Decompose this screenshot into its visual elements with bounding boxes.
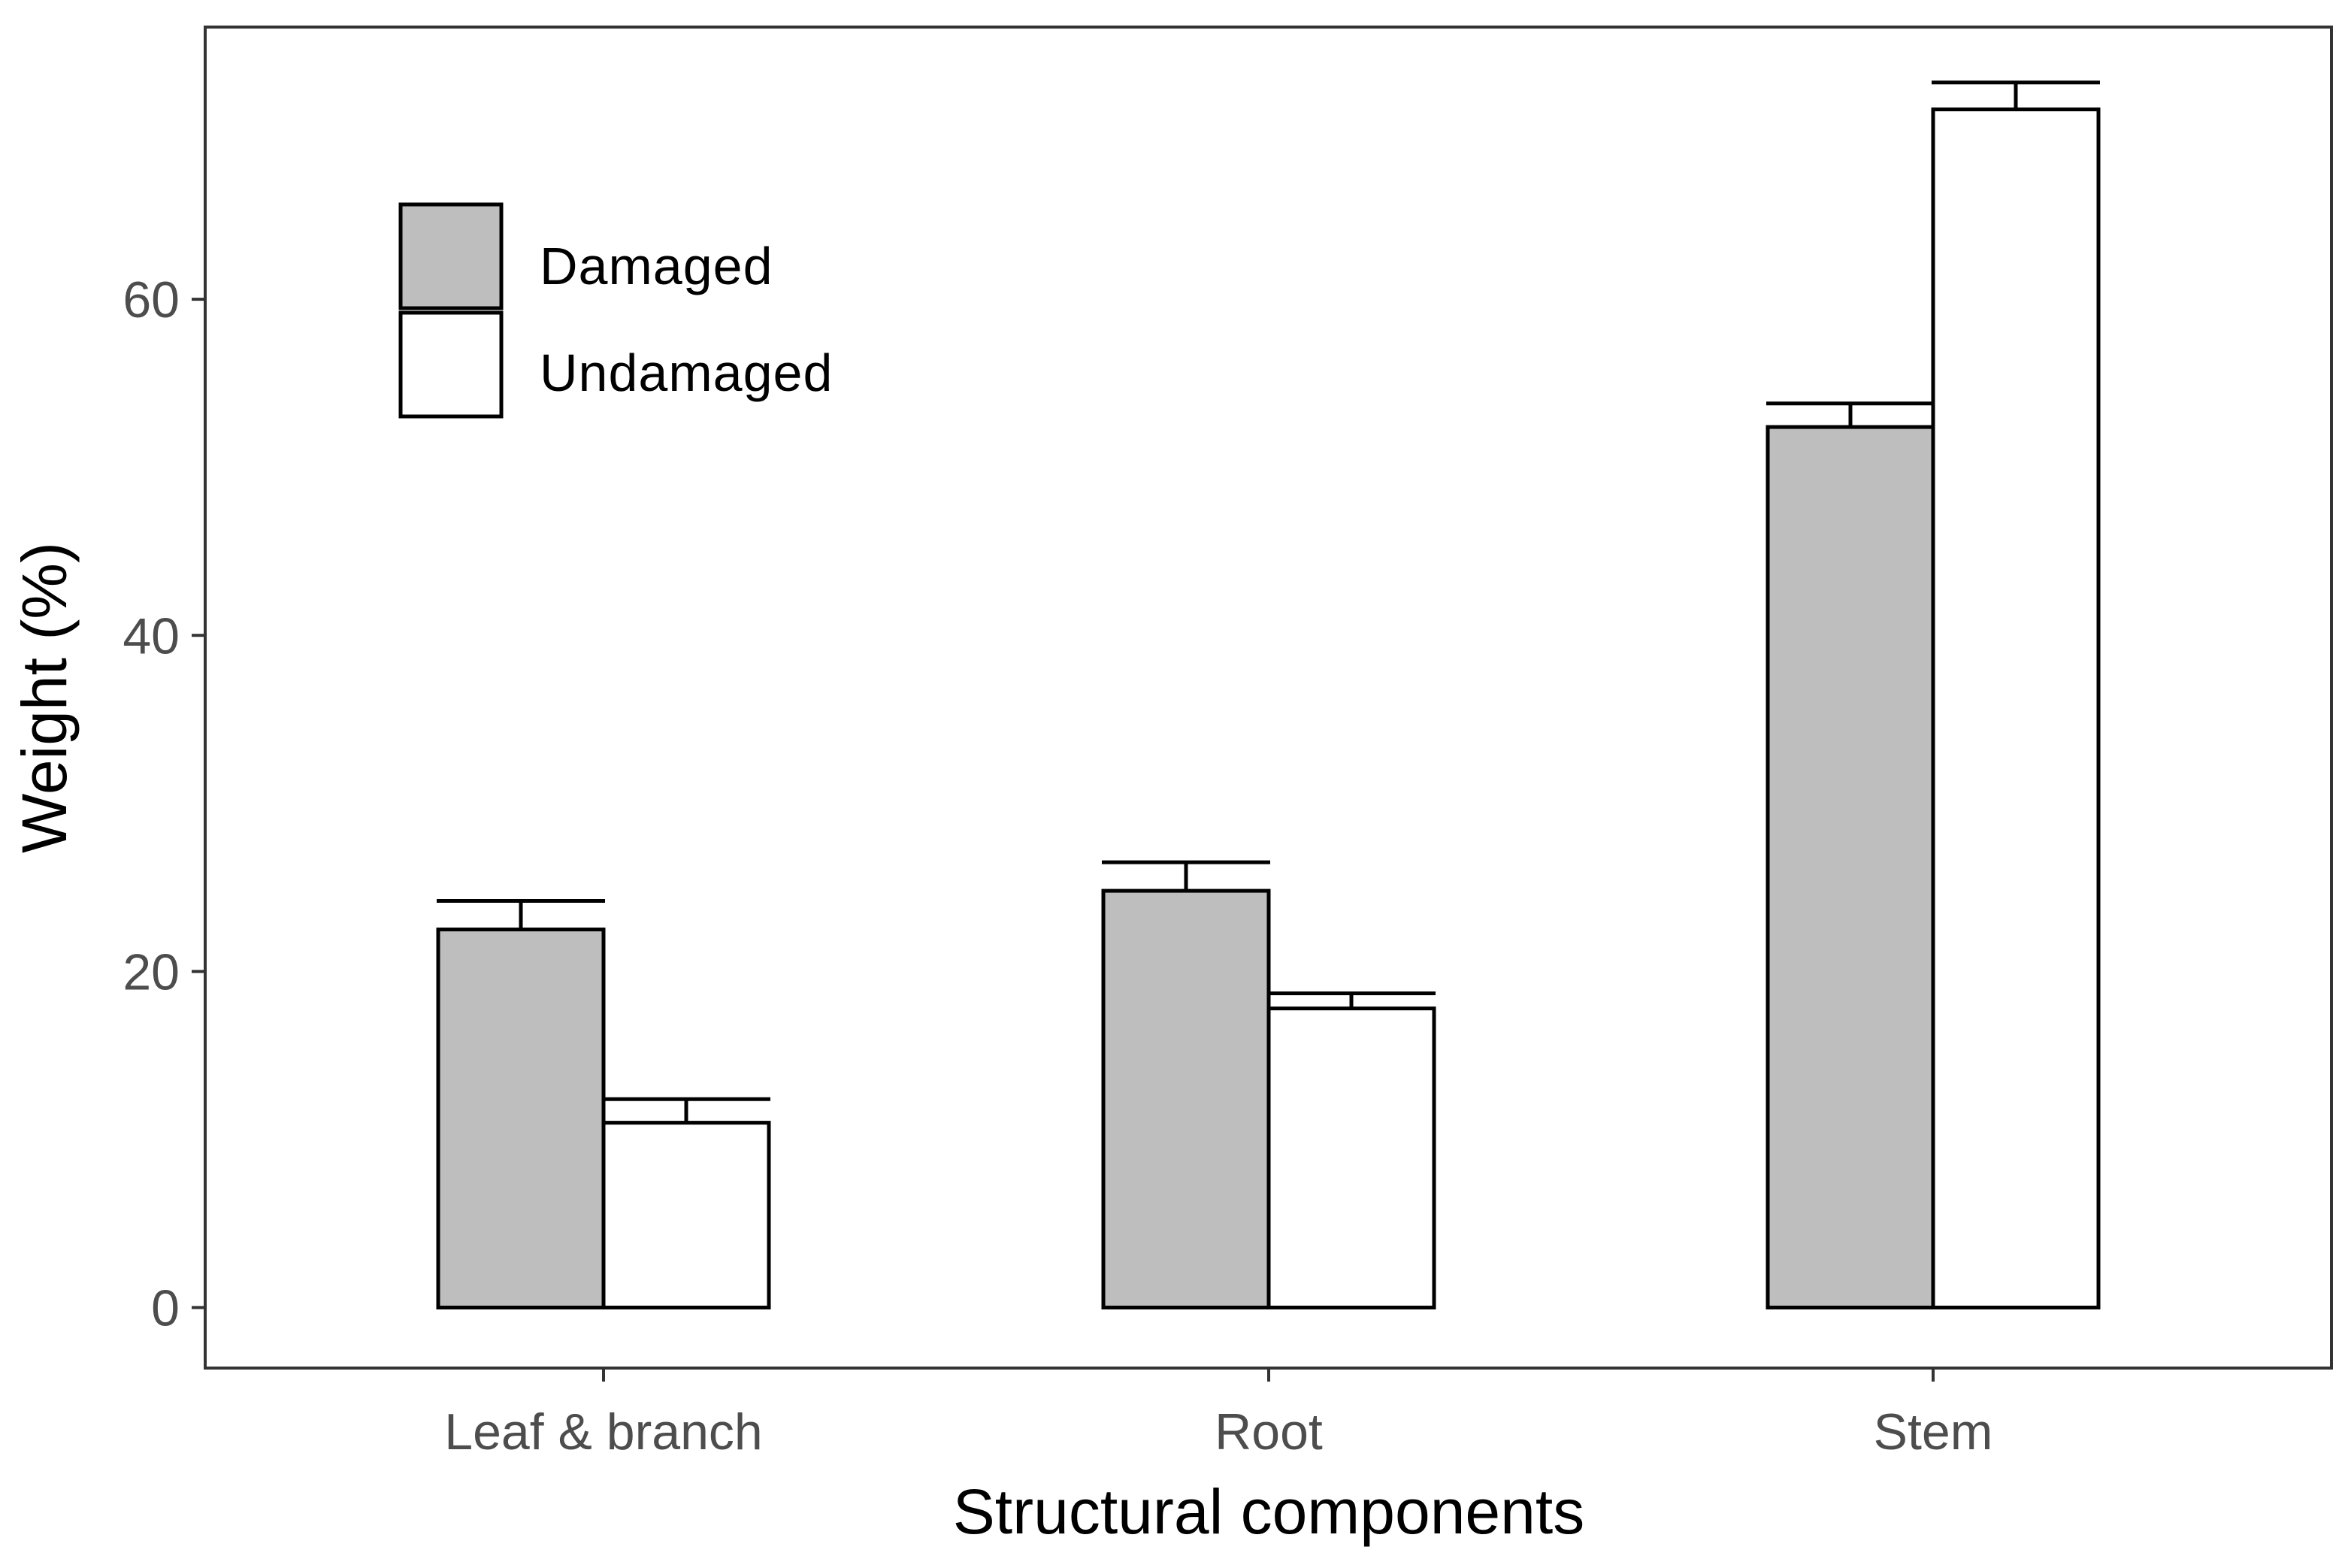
y-tick-label-20: 20	[123, 943, 180, 1000]
legend-label-damaged: Damaged	[540, 237, 773, 295]
legend-label-undamaged: Undamaged	[540, 344, 833, 402]
legend-key-damaged	[398, 202, 504, 310]
y-tick-label-60: 60	[123, 271, 180, 328]
bar-damaged-root	[1101, 888, 1271, 1310]
x-axis-title: Structural components	[953, 1476, 1584, 1547]
bar-undamaged-root	[1266, 1006, 1436, 1310]
legend: Damaged Undamaged	[398, 202, 833, 419]
y-tick-label-0: 0	[151, 1280, 180, 1337]
y-axis-title: Weight (%)	[9, 542, 80, 853]
bar-damaged-leaf-branch	[436, 928, 606, 1310]
bar-damaged-stem	[1766, 425, 1935, 1310]
error-bars-layer	[437, 80, 2100, 1123]
y-axis: 0 20 40 60	[123, 271, 205, 1337]
x-tick-label-stem: Stem	[1874, 1403, 1993, 1461]
bar-undamaged-leaf-branch	[601, 1121, 771, 1310]
bar-undamaged-stem	[1931, 107, 2101, 1310]
x-tick-label-leaf-branch: Leaf & branch	[444, 1403, 762, 1461]
legend-key-undamaged	[398, 310, 504, 419]
y-tick-label-40: 40	[123, 607, 180, 664]
x-tick-label-root: Root	[1215, 1403, 1323, 1461]
bars-layer	[436, 107, 2101, 1310]
x-axis: Leaf & branch Root Stem	[444, 1368, 1992, 1461]
